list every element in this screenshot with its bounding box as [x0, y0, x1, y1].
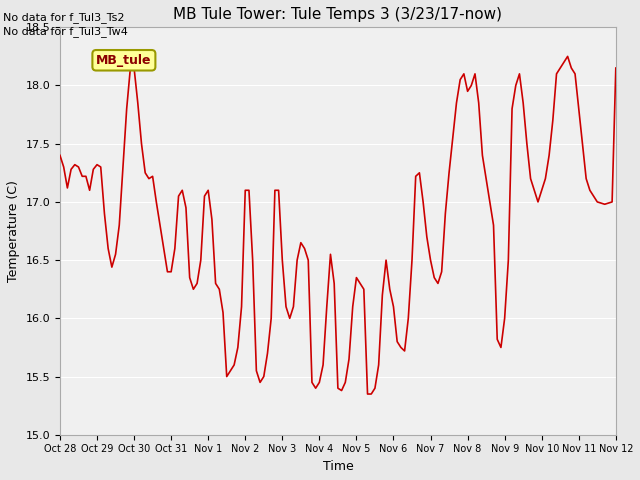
Text: No data for f_Tul3_Ts2: No data for f_Tul3_Ts2 — [3, 12, 125, 23]
Legend: Tul3_Ts-8: Tul3_Ts-8 — [291, 479, 385, 480]
Text: No data for f_Tul3_Tw4: No data for f_Tul3_Tw4 — [3, 26, 128, 37]
X-axis label: Time: Time — [323, 460, 353, 473]
Text: MB_tule: MB_tule — [96, 54, 152, 67]
Y-axis label: Temperature (C): Temperature (C) — [7, 180, 20, 282]
Title: MB Tule Tower: Tule Temps 3 (3/23/17-now): MB Tule Tower: Tule Temps 3 (3/23/17-now… — [173, 7, 502, 22]
